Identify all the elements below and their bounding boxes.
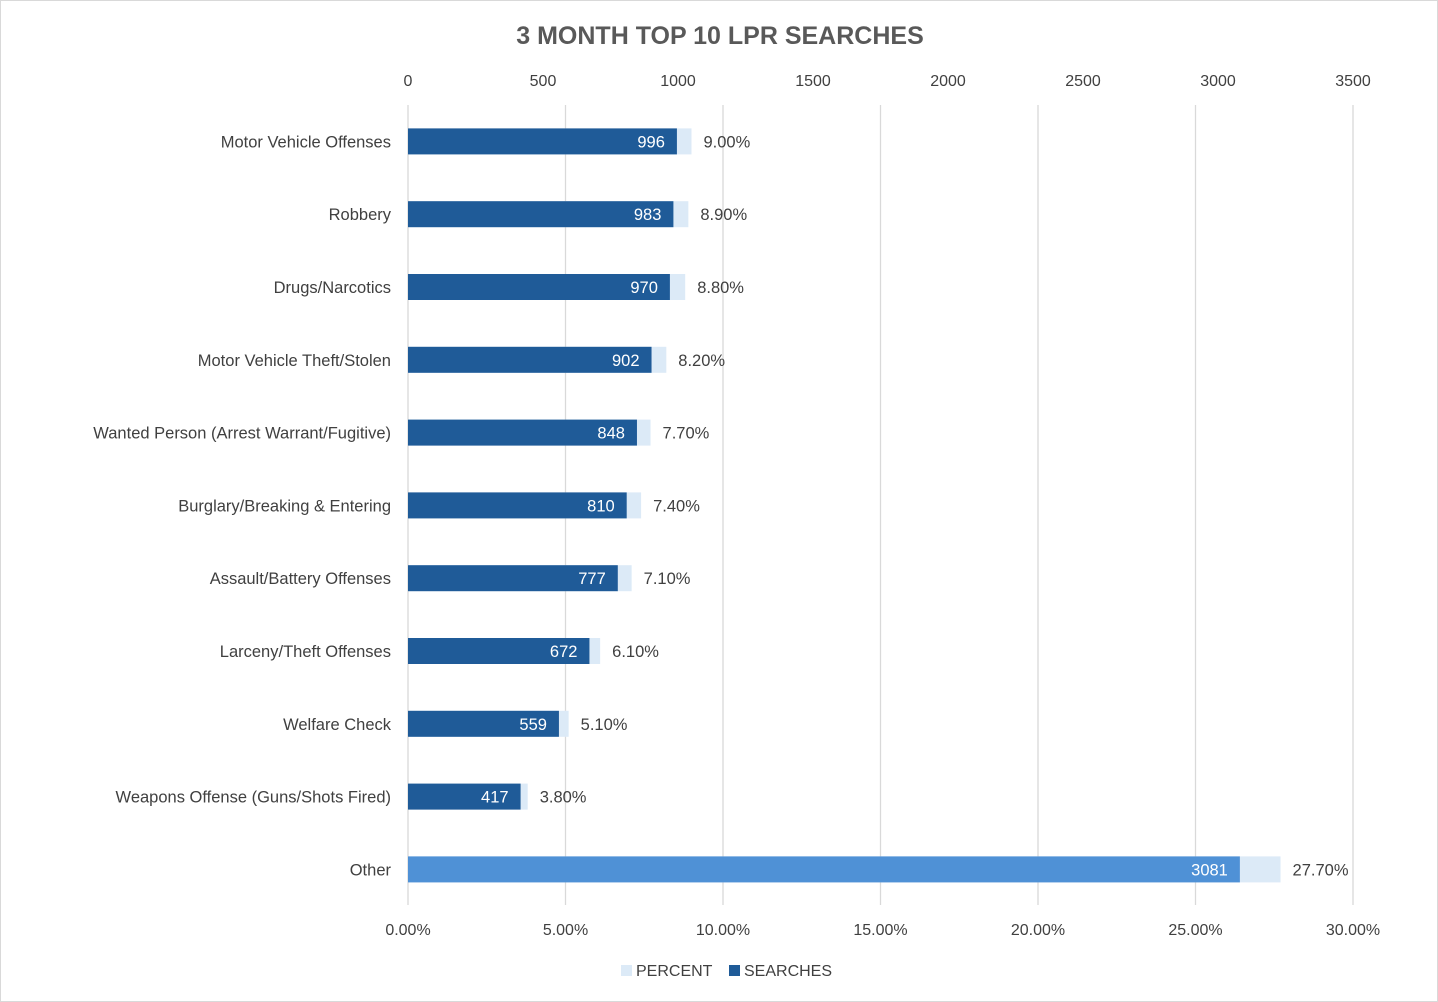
top-axis-tick-label: 500 (530, 73, 557, 90)
category-label: Burglary/Breaking & Entering (178, 497, 391, 515)
searches-value-label: 902 (612, 352, 640, 370)
percent-value-label: 8.20% (678, 352, 725, 370)
searches-value-label: 559 (519, 716, 547, 734)
bottom-axis-ticks: 0.00% 5.00% 10.00% 15.00% 20.00% 25.00% 30.00% (385, 922, 1380, 939)
searches-bar (408, 492, 627, 519)
percent-value-label: 7.10% (644, 570, 691, 588)
top-axis-tick-label: 1000 (660, 73, 696, 90)
category-label: Wanted Person (Arrest Warrant/Fugitive) (93, 425, 391, 443)
category-label: Welfare Check (283, 716, 392, 734)
percent-value-label: 27.70% (1293, 861, 1349, 879)
searches-bar (408, 565, 618, 592)
searches-value-label: 417 (481, 789, 509, 807)
top-axis-ticks: 0 500 1000 1500 2000 2500 3000 3500 (404, 73, 1371, 90)
bottom-axis-tick-label: 20.00% (1011, 922, 1065, 939)
searches-bar (408, 346, 652, 373)
top-axis-tick-label: 1500 (795, 73, 831, 90)
category-label: Drugs/Narcotics (274, 279, 391, 297)
category-label: Motor Vehicle Theft/Stolen (198, 352, 391, 370)
top-axis-tick-label: 0 (404, 73, 413, 90)
percent-value-label: 9.00% (704, 133, 751, 151)
legend-label-searches: SEARCHES (744, 963, 832, 980)
legend-swatch-percent (621, 965, 632, 976)
category-label: Motor Vehicle Offenses (221, 133, 391, 151)
percent-value-label: 6.10% (612, 643, 659, 661)
percent-value-label: 5.10% (581, 716, 628, 734)
searches-bar (408, 856, 1240, 883)
legend-swatch-searches (729, 965, 740, 976)
percent-value-label: 7.40% (653, 497, 700, 515)
category-label: Larceny/Theft Offenses (220, 643, 391, 661)
legend-label-percent: PERCENT (636, 963, 713, 980)
top-axis-tick-label: 2000 (930, 73, 966, 90)
searches-value-label: 983 (634, 206, 662, 224)
searches-bar (408, 201, 674, 228)
category-label: Assault/Battery Offenses (210, 570, 391, 588)
bottom-axis-tick-label: 25.00% (1168, 922, 1222, 939)
bottom-axis-tick-label: 10.00% (696, 922, 750, 939)
chart-title: 3 MONTH TOP 10 LPR SEARCHES (516, 22, 924, 50)
category-label: Weapons Offense (Guns/Shots Fired) (116, 789, 391, 807)
bars: 996 9.00% 983 8.90% 970 8.80% 902 8.20% 848 7.70%… (408, 128, 1349, 883)
bottom-axis-tick-label: 30.00% (1326, 922, 1380, 939)
searches-value-label: 3081 (1191, 861, 1228, 879)
searches-value-label: 810 (587, 497, 615, 515)
bottom-axis-tick-label: 15.00% (853, 922, 907, 939)
searches-value-label: 996 (637, 133, 665, 151)
category-label: Robbery (329, 206, 392, 224)
searches-bar (408, 710, 559, 737)
searches-bar (408, 128, 677, 155)
top-axis-tick-label: 3500 (1335, 73, 1371, 90)
category-label: Other (350, 861, 392, 879)
searches-bar (408, 419, 637, 446)
top-axis-tick-label: 2500 (1065, 73, 1101, 90)
bottom-axis-tick-label: 5.00% (543, 922, 588, 939)
category-labels: Motor Vehicle Offenses Robbery Drugs/Narco… (93, 133, 391, 879)
searches-value-label: 672 (550, 643, 578, 661)
searches-value-label: 848 (597, 425, 625, 443)
top-axis-tick-label: 3000 (1200, 73, 1236, 90)
searches-bar (408, 638, 590, 664)
gridlines (407, 105, 1354, 905)
percent-value-label: 7.70% (663, 425, 710, 443)
percent-value-label: 3.80% (540, 789, 587, 807)
percent-value-label: 8.90% (700, 206, 747, 224)
percent-value-label: 8.80% (697, 279, 744, 297)
legend: PERCENT SEARCHES (621, 963, 832, 980)
searches-value-label: 970 (630, 279, 658, 297)
searches-value-label: 777 (578, 570, 606, 588)
searches-bar (408, 783, 521, 810)
bottom-axis-tick-label: 0.00% (385, 922, 430, 939)
searches-bar (408, 274, 670, 300)
